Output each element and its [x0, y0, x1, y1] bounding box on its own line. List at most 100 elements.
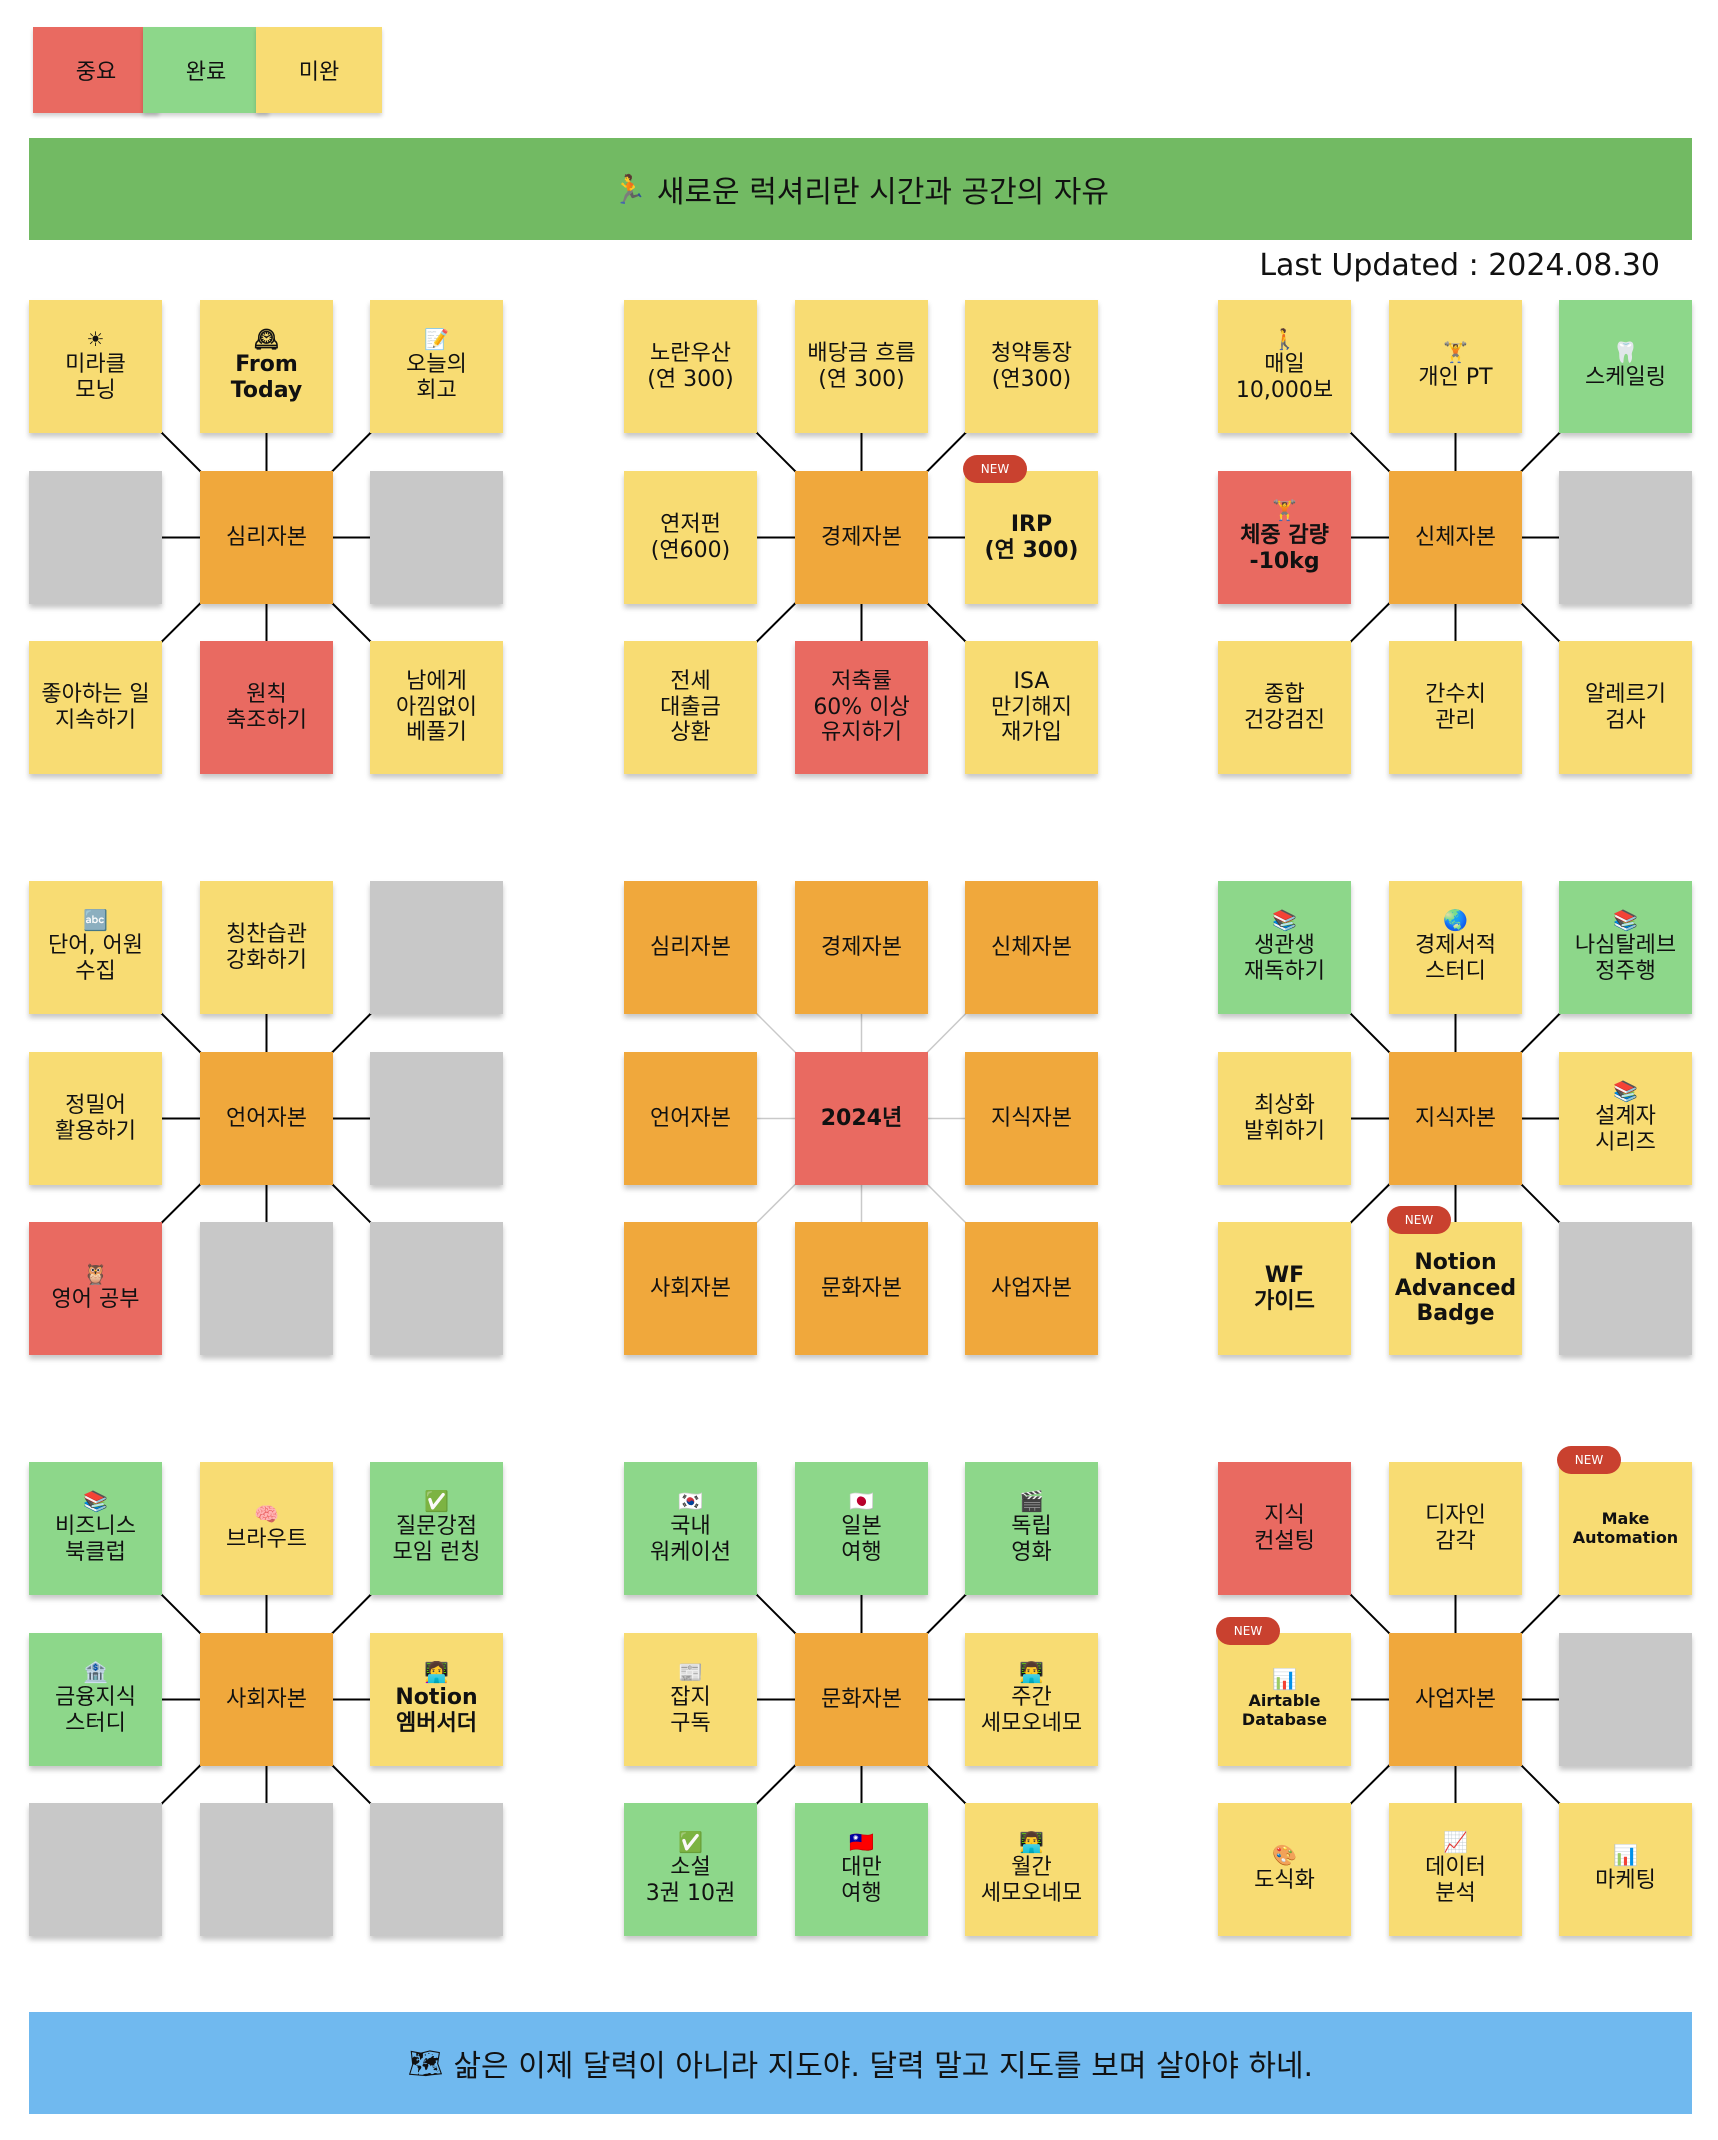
- goal-note[interactable]: Make Automation: [1559, 1462, 1692, 1595]
- goal-note[interactable]: 📊 Airtable Database: [1218, 1633, 1351, 1766]
- goal-note[interactable]: [370, 881, 503, 1014]
- goal-note[interactable]: 🚶 매일 10,000보: [1218, 300, 1351, 433]
- goal-note[interactable]: 🧠 브라우트: [200, 1462, 333, 1595]
- goal-note[interactable]: 사업자본: [965, 1222, 1098, 1355]
- goal-note[interactable]: 📚 생관생 재독하기: [1218, 881, 1351, 1014]
- goal-note[interactable]: 노란우산 (연 300): [624, 300, 757, 433]
- center-note[interactable]: 경제자본: [795, 471, 928, 604]
- goal-note[interactable]: 칭찬습관 강화하기: [200, 881, 333, 1014]
- goal-note[interactable]: [370, 1052, 503, 1185]
- new-badge: NEW: [963, 455, 1027, 483]
- center-note[interactable]: 2024년: [795, 1052, 928, 1185]
- goal-note[interactable]: [1559, 471, 1692, 604]
- new-badge: NEW: [1557, 1446, 1621, 1474]
- goal-note[interactable]: 📝 오늘의 회고: [370, 300, 503, 433]
- weightlifter-icon: 🏋: [1443, 340, 1468, 365]
- goal-note[interactable]: [29, 1803, 162, 1936]
- goal-note[interactable]: 알레르기 검사: [1559, 641, 1692, 774]
- goal-note[interactable]: 문화자본: [795, 1222, 928, 1355]
- center-note[interactable]: 지식자본: [1389, 1052, 1522, 1185]
- goal-note[interactable]: [1559, 1222, 1692, 1355]
- goal-note[interactable]: [200, 1803, 333, 1936]
- goal-note[interactable]: 원칙 축조하기: [200, 641, 333, 774]
- goal-note[interactable]: 연저펀 (연600): [624, 471, 757, 604]
- goal-note[interactable]: 📈 데이터 분석: [1389, 1803, 1522, 1936]
- goal-note[interactable]: 📰 잡지 구독: [624, 1633, 757, 1766]
- chart-icon: 📊: [1613, 1843, 1638, 1868]
- goal-note[interactable]: ✅ 질문강점 모임 런칭: [370, 1462, 503, 1595]
- note-label: 경제자본: [821, 934, 902, 960]
- goal-note[interactable]: 경제자본: [795, 881, 928, 1014]
- goal-note[interactable]: 📚 비즈니스 북클럽: [29, 1462, 162, 1595]
- goal-note[interactable]: 신체자본: [965, 881, 1098, 1014]
- goal-note[interactable]: 🇯🇵 일본 여행: [795, 1462, 928, 1595]
- goal-note[interactable]: 지식자본: [965, 1052, 1098, 1185]
- goal-note[interactable]: ☀ 미라클 모닝: [29, 300, 162, 433]
- goal-note[interactable]: Notion Advanced Badge: [1389, 1222, 1522, 1355]
- goal-note[interactable]: 지식 컨설팅: [1218, 1462, 1351, 1595]
- goal-note[interactable]: 좋아하는 일 지속하기: [29, 641, 162, 774]
- note-label: 오늘의 회고: [406, 352, 467, 403]
- goal-note[interactable]: ✅ 소설 3권 10권: [624, 1803, 757, 1936]
- center-note[interactable]: 언어자본: [200, 1052, 333, 1185]
- note-label: 일본 여행: [841, 1514, 882, 1565]
- goal-note[interactable]: 🕰 From Today: [200, 300, 333, 433]
- goal-note[interactable]: [1559, 1633, 1692, 1766]
- goal-note[interactable]: [200, 1222, 333, 1355]
- goal-note[interactable]: [29, 471, 162, 604]
- goal-note[interactable]: 사회자본: [624, 1222, 757, 1355]
- center-note[interactable]: 심리자본: [200, 471, 333, 604]
- goal-note[interactable]: 👨‍💻 주간 세모오네모: [965, 1633, 1098, 1766]
- goal-note[interactable]: 🔤 단어, 어원 수집: [29, 881, 162, 1014]
- note-label: 대만 여행: [841, 1855, 882, 1906]
- goal-note[interactable]: 🏋 체중 감량 -10kg: [1218, 471, 1351, 604]
- note-label: 언어자본: [650, 1105, 731, 1131]
- quote-text: 삶은 이제 달력이 아니라 지도야. 달력 말고 지도를 보며 살아야 하네.: [453, 2049, 1314, 2084]
- goal-note[interactable]: 언어자본: [624, 1052, 757, 1185]
- goal-note[interactable]: 종합 건강검진: [1218, 641, 1351, 774]
- goal-note[interactable]: ISA 만기해지 재가입: [965, 641, 1098, 774]
- goal-note[interactable]: 저축률 60% 이상 유지하기: [795, 641, 928, 774]
- goal-note[interactable]: [370, 1222, 503, 1355]
- goal-note[interactable]: 🦷 스케일링: [1559, 300, 1692, 433]
- goal-note[interactable]: 📚 나심탈레브 정주행: [1559, 881, 1692, 1014]
- center-note[interactable]: 사회자본: [200, 1633, 333, 1766]
- goal-note[interactable]: 🇹🇼 대만 여행: [795, 1803, 928, 1936]
- goal-note[interactable]: 🏦 금융지식 스터디: [29, 1633, 162, 1766]
- goal-note[interactable]: 🌏 경제서적 스터디: [1389, 881, 1522, 1014]
- note-label: 디자인 감각: [1425, 1502, 1486, 1554]
- goal-note[interactable]: 디자인 감각: [1389, 1462, 1522, 1595]
- goal-note[interactable]: [370, 471, 503, 604]
- center-note[interactable]: 신체자본: [1389, 471, 1522, 604]
- goal-note[interactable]: 🎬 독립 영화: [965, 1462, 1098, 1595]
- goal-note[interactable]: 심리자본: [624, 881, 757, 1014]
- note-label: 질문강점 모임 런칭: [392, 1514, 481, 1565]
- note-label: 남에게 아낌없이 베풀기: [396, 668, 477, 746]
- goal-note[interactable]: 🇰🇷 국내 워케이션: [624, 1462, 757, 1595]
- goal-note[interactable]: 📚 설계자 시리즈: [1559, 1052, 1692, 1185]
- note-label: 정밀어 활용하기: [55, 1092, 136, 1144]
- goal-note[interactable]: 간수치 관리: [1389, 641, 1522, 774]
- note-label: 언어자본: [226, 1105, 307, 1131]
- center-note[interactable]: 사업자본: [1389, 1633, 1522, 1766]
- note-label: Notion Advanced Badge: [1394, 1249, 1517, 1327]
- map-icon: 🗺: [407, 2046, 444, 2080]
- center-note[interactable]: 문화자본: [795, 1633, 928, 1766]
- goal-note[interactable]: 배당금 흐름 (연 300): [795, 300, 928, 433]
- goal-note[interactable]: WF 가이드: [1218, 1222, 1351, 1355]
- goal-note[interactable]: 👩‍💻 Notion 엠버서더: [370, 1633, 503, 1766]
- goal-note[interactable]: 👨‍💻 월간 세모오네모: [965, 1803, 1098, 1936]
- goal-note[interactable]: 🏋 개인 PT: [1389, 300, 1522, 433]
- goal-note[interactable]: 청약통장 (연300): [965, 300, 1098, 433]
- note-label: 문화자본: [821, 1275, 902, 1301]
- goal-note[interactable]: 최상화 발휘하기: [1218, 1052, 1351, 1185]
- goal-note[interactable]: 📊 마케팅: [1559, 1803, 1692, 1936]
- goal-note[interactable]: [370, 1803, 503, 1936]
- goal-note[interactable]: 🦉 영어 공부: [29, 1222, 162, 1355]
- goal-note[interactable]: 전세 대출금 상환: [624, 641, 757, 774]
- note-label: 사회자본: [226, 1686, 307, 1712]
- goal-note[interactable]: 남에게 아낌없이 베풀기: [370, 641, 503, 774]
- goal-note[interactable]: 정밀어 활용하기: [29, 1052, 162, 1185]
- goal-note[interactable]: IRP (연 300): [965, 471, 1098, 604]
- goal-note[interactable]: 🎨 도식화: [1218, 1803, 1351, 1936]
